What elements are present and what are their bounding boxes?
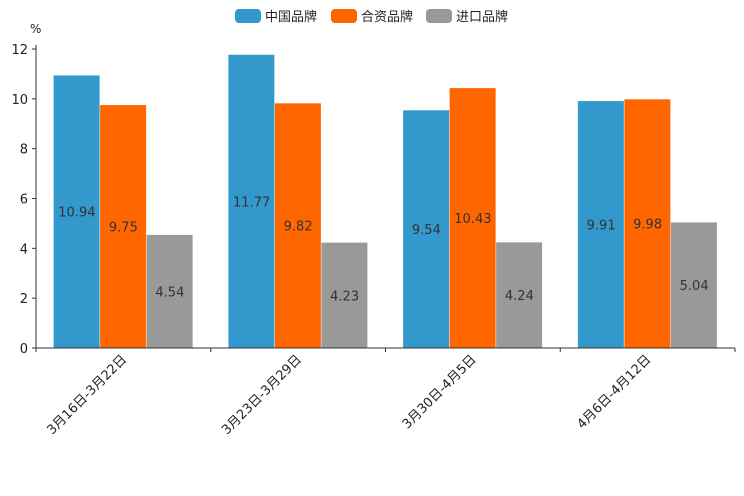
y-tick-label: 10 [11, 93, 28, 108]
y-tick-label: 0 [20, 342, 28, 357]
bar [624, 99, 671, 348]
x-tick-label: 3月30日-4月5日 [400, 352, 480, 432]
data-label: 9.82 [284, 220, 313, 235]
bar [577, 101, 624, 348]
bar [274, 103, 321, 349]
y-tick-label: 2 [20, 292, 28, 307]
y-axis: 0 2 4 6 8 10 12 [11, 43, 37, 357]
legend-label: 中国品牌 [265, 9, 317, 25]
y-axis-unit-label: % [30, 22, 41, 36]
data-label: 9.98 [633, 218, 662, 233]
legend-swatch [235, 9, 261, 23]
data-label: 10.94 [58, 206, 95, 221]
bar [449, 88, 496, 348]
bar [228, 54, 275, 348]
y-tick-label: 8 [20, 143, 28, 158]
data-label: 9.75 [109, 221, 138, 236]
x-tick-label: 3月16日-3月22日 [44, 352, 130, 438]
data-label: 4.24 [505, 289, 534, 304]
x-axis: 3月16日-3月22日 3月23日-3月29日 3月30日-4月5日 4月6日-4月1… [35, 347, 736, 438]
data-label: 10.43 [454, 212, 491, 227]
data-label: 5.04 [680, 279, 709, 294]
y-tick-label: 6 [20, 193, 28, 208]
data-label: 4.54 [155, 285, 184, 300]
data-label: 4.23 [330, 289, 359, 304]
data-label: 9.54 [412, 223, 441, 238]
bar [146, 234, 193, 348]
x-tick-label: 3月23日-3月29日 [219, 352, 305, 438]
legend-swatch [331, 9, 357, 23]
data-label: 9.91 [587, 219, 616, 234]
legend: 中国品牌 合资品牌 进口品牌 [235, 9, 508, 25]
y-tick-label: 4 [20, 242, 28, 257]
data-label: 11.77 [233, 195, 270, 210]
bar [496, 242, 543, 348]
bar [670, 222, 717, 348]
y-tick-label: 12 [11, 43, 28, 58]
bars: 10.94 11.77 9.54 9.91 9.75 9.82 10.43 9.98 4.54 4… [53, 54, 717, 349]
legend-swatch [426, 9, 452, 23]
legend-label: 进口品牌 [456, 9, 508, 25]
legend-label: 合资品牌 [361, 9, 413, 25]
bar [100, 105, 147, 348]
x-tick-label: 4月6日-4月12日 [575, 352, 655, 432]
bar [403, 110, 450, 348]
bar [321, 242, 368, 348]
bar [53, 75, 100, 348]
